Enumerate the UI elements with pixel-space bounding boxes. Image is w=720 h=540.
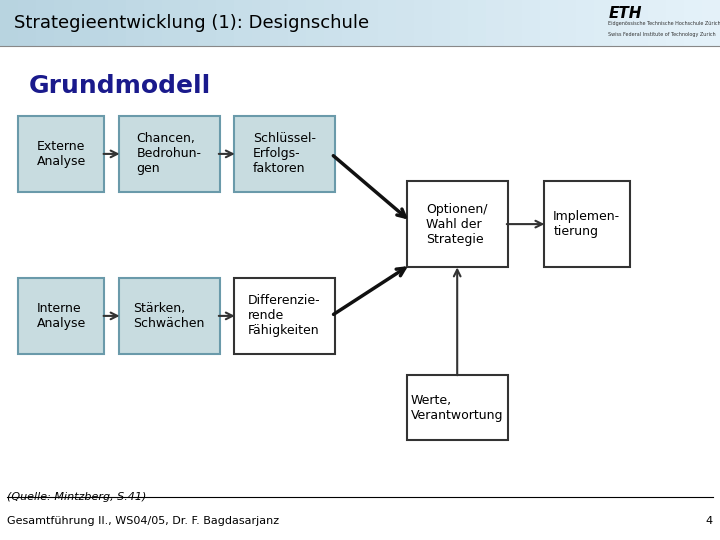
- Text: ETH: ETH: [608, 5, 642, 21]
- Text: Eidgenössische Technische Hochschule Zürich: Eidgenössische Technische Hochschule Zür…: [608, 21, 720, 26]
- Bar: [198, 0, 217, 46]
- Bar: [144, 0, 163, 46]
- Bar: [396, 0, 415, 46]
- Bar: [162, 0, 181, 46]
- FancyBboxPatch shape: [18, 278, 104, 354]
- Bar: [702, 0, 720, 46]
- Text: Schlüssel-
Erfolgs-
faktoren: Schlüssel- Erfolgs- faktoren: [253, 132, 316, 176]
- Text: Differenzie-
rende
Fähigkeiten: Differenzie- rende Fähigkeiten: [248, 294, 320, 338]
- Bar: [342, 0, 361, 46]
- Text: Strategieentwicklung (1): Designschule: Strategieentwicklung (1): Designschule: [14, 14, 369, 32]
- Bar: [414, 0, 433, 46]
- Bar: [18, 0, 37, 46]
- Bar: [576, 0, 595, 46]
- FancyBboxPatch shape: [119, 116, 220, 192]
- Bar: [450, 0, 469, 46]
- Text: Grundmodell: Grundmodell: [29, 75, 211, 98]
- Bar: [468, 0, 487, 46]
- FancyBboxPatch shape: [407, 375, 508, 440]
- FancyBboxPatch shape: [234, 116, 335, 192]
- Text: Werte,
Verantwortung: Werte, Verantwortung: [411, 394, 503, 422]
- Bar: [306, 0, 325, 46]
- Bar: [486, 0, 505, 46]
- Bar: [270, 0, 289, 46]
- Text: Stärken,
Schwächen: Stärken, Schwächen: [133, 302, 205, 330]
- Bar: [0, 0, 19, 46]
- FancyBboxPatch shape: [18, 116, 104, 192]
- Bar: [648, 0, 667, 46]
- Text: Swiss Federal Institute of Technology Zurich: Swiss Federal Institute of Technology Zu…: [608, 32, 716, 37]
- Bar: [126, 0, 145, 46]
- Bar: [504, 0, 523, 46]
- Text: Implemen-
tierung: Implemen- tierung: [553, 210, 621, 238]
- Bar: [180, 0, 199, 46]
- Bar: [36, 0, 55, 46]
- FancyBboxPatch shape: [119, 278, 220, 354]
- Bar: [54, 0, 73, 46]
- Bar: [684, 0, 703, 46]
- FancyBboxPatch shape: [407, 181, 508, 267]
- Bar: [216, 0, 235, 46]
- Bar: [108, 0, 127, 46]
- Text: Optionen/
Wahl der
Strategie: Optionen/ Wahl der Strategie: [426, 202, 488, 246]
- Bar: [360, 0, 379, 46]
- Bar: [594, 0, 613, 46]
- Bar: [612, 0, 631, 46]
- Text: Interne
Analyse: Interne Analyse: [37, 302, 86, 330]
- Bar: [540, 0, 559, 46]
- Bar: [252, 0, 271, 46]
- Text: (Quelle: Mintzberg, S.41): (Quelle: Mintzberg, S.41): [7, 492, 147, 502]
- Bar: [234, 0, 253, 46]
- Bar: [378, 0, 397, 46]
- Bar: [558, 0, 577, 46]
- Bar: [324, 0, 343, 46]
- FancyBboxPatch shape: [544, 181, 630, 267]
- Text: Gesamtführung II., WS04/05, Dr. F. Bagdasarjanz: Gesamtführung II., WS04/05, Dr. F. Bagda…: [7, 516, 279, 526]
- Bar: [90, 0, 109, 46]
- Text: Externe
Analyse: Externe Analyse: [37, 140, 86, 168]
- Bar: [72, 0, 91, 46]
- Bar: [288, 0, 307, 46]
- Text: 4: 4: [706, 516, 713, 526]
- Bar: [522, 0, 541, 46]
- Text: Chancen,
Bedrohun-
gen: Chancen, Bedrohun- gen: [137, 132, 202, 176]
- Bar: [666, 0, 685, 46]
- Bar: [630, 0, 649, 46]
- Bar: [432, 0, 451, 46]
- FancyBboxPatch shape: [234, 278, 335, 354]
